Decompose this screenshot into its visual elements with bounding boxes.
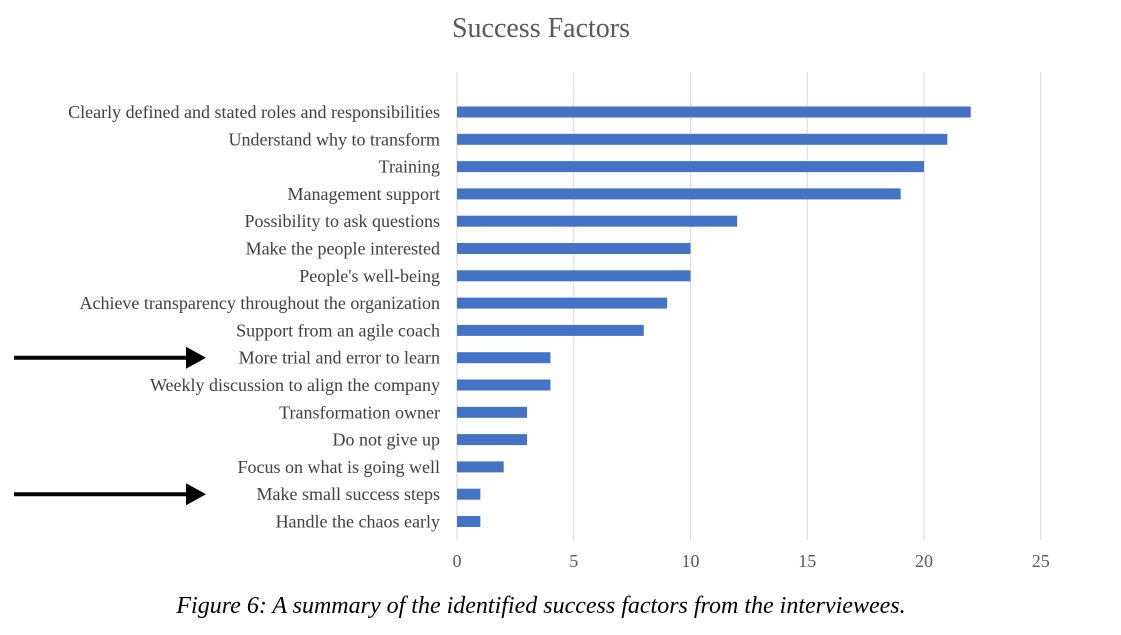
category-label-4: Possibility to ask questions [244, 211, 440, 231]
arrow-head [186, 483, 206, 506]
bar-13 [457, 461, 504, 473]
x-tick-label-10: 10 [682, 551, 700, 571]
x-tick-label-25: 25 [1032, 551, 1050, 571]
figure-caption: Figure 6: A summary of the identified su… [175, 593, 905, 619]
bar-1 [457, 133, 948, 145]
bar-10 [457, 379, 551, 391]
category-label-13: Focus on what is going well [238, 457, 441, 477]
category-label-12: Do not give up [333, 430, 441, 450]
x-tick-label-20: 20 [915, 551, 933, 571]
x-tick-label-5: 5 [569, 551, 578, 571]
bar-0 [457, 106, 971, 118]
bar-14 [457, 488, 481, 500]
highlight-arrow-1 [14, 483, 206, 506]
bar-6 [457, 270, 691, 282]
category-labels: Clearly defined and stated roles and res… [68, 102, 440, 532]
bar-7 [457, 297, 668, 309]
bar-11 [457, 406, 528, 418]
bar-12 [457, 434, 528, 446]
x-tick-label-0: 0 [453, 551, 462, 571]
chart-title: Success Factors [452, 13, 630, 44]
bar-3 [457, 188, 901, 200]
bar-15 [457, 516, 481, 527]
category-label-1: Understand why to transform [229, 129, 440, 149]
category-label-11: Transformation owner [279, 402, 440, 422]
category-label-7: Achieve transparency throughout the orga… [79, 293, 440, 313]
category-label-10: Weekly discussion to align the company [150, 375, 440, 395]
category-label-3: Management support [288, 184, 440, 204]
category-label-15: Handle the chaos early [276, 512, 440, 532]
highlight-arrow-0 [14, 346, 206, 369]
category-label-14: Make small success steps [257, 484, 440, 504]
bar-8 [457, 324, 644, 336]
category-label-5: Make the people interested [246, 239, 440, 259]
bar-5 [457, 243, 691, 254]
category-label-8: Support from an agile coach [236, 320, 440, 340]
highlight-arrows [14, 346, 206, 506]
category-label-6: People's well-being [299, 266, 440, 286]
category-label-9: More trial and error to learn [239, 348, 440, 368]
bar-2 [457, 161, 924, 173]
category-label-2: Training [379, 157, 440, 177]
bar-9 [457, 352, 551, 364]
arrow-head [186, 346, 206, 369]
x-tick-label-15: 15 [798, 551, 816, 571]
bar-4 [457, 215, 738, 227]
bars [457, 106, 971, 527]
category-label-0: Clearly defined and stated roles and res… [68, 102, 440, 122]
x-axis-ticks: 0 5 10 15 20 25 [453, 551, 1050, 571]
